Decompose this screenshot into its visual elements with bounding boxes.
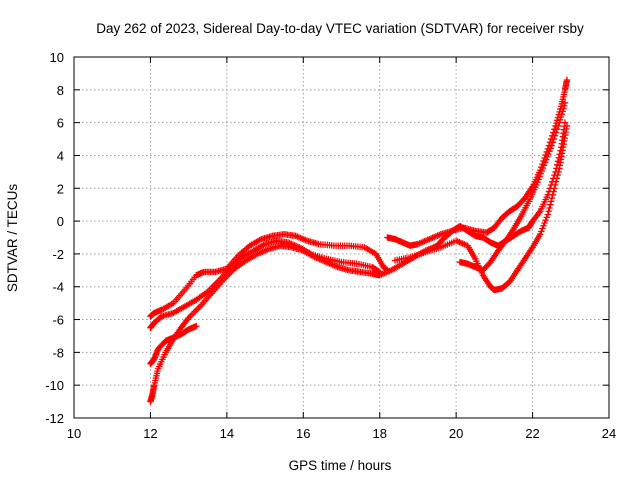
data-point (547, 198, 555, 205)
x-tick-label: 10 (67, 426, 81, 441)
data-point (547, 201, 554, 208)
data-point (551, 171, 558, 179)
data-point (537, 167, 544, 174)
y-tick-label: -10 (45, 378, 64, 393)
data-point (546, 204, 553, 212)
data-point (542, 216, 549, 224)
data-point (540, 222, 547, 229)
data-point (545, 142, 553, 149)
data-point (563, 76, 571, 84)
data-point (557, 105, 564, 113)
data-point (555, 154, 562, 161)
data-point (543, 214, 550, 221)
data-point (543, 148, 550, 156)
plot-frame (73, 56, 610, 419)
data-point (548, 194, 556, 202)
y-tick-label: -4 (52, 280, 64, 295)
data-point (541, 219, 548, 227)
data-point (554, 158, 562, 165)
data-point (546, 185, 554, 192)
data-point (539, 225, 546, 232)
y-tick-label: 0 (57, 214, 64, 229)
x-tick-label: 18 (372, 426, 386, 441)
data-point (544, 191, 552, 199)
data-point (556, 151, 563, 158)
y-tick-label: -2 (52, 247, 64, 262)
y-tick-label: 10 (50, 50, 64, 65)
y-tick-label: 8 (57, 83, 64, 98)
data-marks (147, 76, 571, 405)
data-point (545, 208, 552, 215)
data-point (553, 161, 561, 169)
y-tick-label: -8 (52, 345, 64, 360)
data-point (553, 165, 560, 172)
chart-title: Day 262 of 2023, Sidereal Day-to-day VTE… (96, 21, 584, 36)
x-tick-label: 22 (525, 426, 539, 441)
data-point (550, 129, 557, 136)
data-point (555, 111, 562, 118)
y-tick-label: -6 (52, 313, 64, 328)
data-point (547, 181, 555, 189)
data-point (551, 126, 558, 133)
data-point (193, 322, 200, 330)
data-point (554, 114, 562, 121)
y-tick-label: 6 (57, 116, 64, 131)
y-tick-label: 4 (57, 148, 64, 163)
data-point (553, 117, 561, 124)
series-track-1 (147, 231, 391, 320)
y-tick-label: 2 (57, 181, 64, 196)
x-tick-label: 14 (220, 426, 234, 441)
y-tick-label: -12 (45, 411, 64, 426)
x-tick-label: 16 (296, 426, 310, 441)
data-point (542, 151, 549, 159)
data-point (539, 160, 546, 168)
x-tick-label: 20 (449, 426, 463, 441)
data-point (549, 132, 556, 139)
data-point (547, 135, 555, 143)
data-point (544, 145, 552, 153)
data-point (545, 188, 553, 195)
data-point (550, 175, 557, 182)
data-point (540, 157, 547, 165)
x-tick-label: 12 (143, 426, 157, 441)
data-point (549, 178, 556, 185)
data-point (538, 228, 545, 235)
series-track-6 (391, 122, 571, 294)
data-point (535, 209, 543, 216)
data-point (537, 231, 544, 238)
data-point (552, 168, 559, 176)
series-track-5 (384, 76, 571, 249)
data-point (544, 211, 552, 218)
x-axis-label: GPS time / hours (289, 458, 392, 473)
data-point (538, 163, 545, 171)
data-point (546, 139, 554, 146)
data-point (552, 122, 559, 130)
data-point (561, 119, 569, 126)
y-axis-label: SDTVAR / TECUs (5, 184, 20, 293)
x-tick-label: 24 (602, 426, 616, 441)
data-point (557, 147, 564, 154)
data-point (541, 154, 548, 162)
data-point (556, 108, 563, 116)
series-track-7 (456, 119, 569, 274)
data-point (553, 119, 560, 127)
